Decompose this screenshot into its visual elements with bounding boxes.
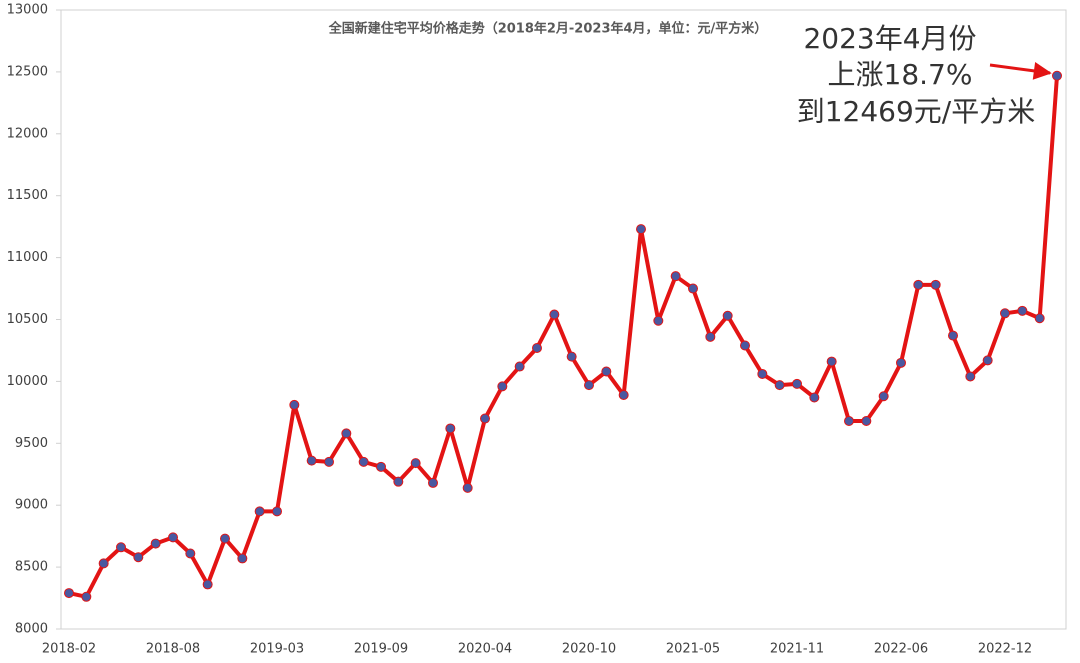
data-point bbox=[566, 351, 577, 362]
data-point bbox=[168, 532, 178, 543]
data-point bbox=[688, 283, 698, 294]
data-point bbox=[705, 331, 716, 342]
data-point bbox=[341, 428, 352, 439]
data-point bbox=[965, 371, 976, 382]
data-line bbox=[68, 75, 1059, 599]
data-point bbox=[930, 279, 941, 290]
y-tick-label: 12000 bbox=[7, 126, 48, 141]
data-point bbox=[982, 355, 993, 366]
y-tick-label: 13000 bbox=[7, 3, 48, 18]
annotation: 上涨18.7% bbox=[828, 58, 973, 91]
data-point bbox=[324, 456, 334, 467]
y-tick-label: 9500 bbox=[15, 436, 48, 451]
data-point bbox=[601, 366, 612, 377]
data-point bbox=[757, 368, 768, 379]
x-tick-label: 2021-11 bbox=[770, 642, 824, 657]
data-point bbox=[774, 380, 785, 391]
data-point bbox=[792, 378, 802, 389]
x-tick-label: 2018-02 bbox=[42, 642, 96, 657]
data-point bbox=[1034, 313, 1045, 324]
data-point bbox=[913, 279, 924, 290]
data-point bbox=[826, 356, 837, 367]
x-tick-label: 2020-10 bbox=[562, 642, 616, 657]
data-point bbox=[462, 482, 473, 493]
data-point bbox=[376, 461, 386, 472]
x-tick-label: 2022-12 bbox=[978, 642, 1032, 657]
data-point bbox=[445, 423, 456, 434]
y-tick-label: 9000 bbox=[15, 498, 48, 513]
data-point bbox=[358, 456, 369, 467]
y-tick-label: 8500 bbox=[15, 560, 48, 575]
data-point bbox=[64, 588, 74, 599]
y-tick-label: 11500 bbox=[7, 188, 48, 203]
data-point bbox=[133, 552, 144, 563]
y-tick-label: 8000 bbox=[15, 622, 48, 637]
data-point bbox=[948, 330, 958, 341]
x-tick-label: 2019-03 bbox=[250, 642, 304, 657]
data-point bbox=[740, 340, 750, 351]
data-point bbox=[497, 381, 508, 392]
data-point bbox=[618, 390, 629, 401]
y-tick-label: 11000 bbox=[7, 250, 48, 265]
x-tick-label: 2022-06 bbox=[874, 642, 928, 657]
data-point bbox=[878, 391, 889, 402]
data-point bbox=[480, 413, 490, 424]
data-point bbox=[1000, 308, 1010, 319]
data-point bbox=[844, 416, 854, 427]
data-point bbox=[514, 361, 525, 372]
data-point bbox=[272, 506, 282, 517]
data-point bbox=[549, 309, 560, 320]
data-point bbox=[809, 392, 820, 403]
data-point bbox=[428, 477, 438, 488]
data-point bbox=[237, 553, 248, 564]
data-point bbox=[185, 548, 196, 559]
data-point bbox=[636, 224, 646, 235]
data-point bbox=[254, 506, 265, 517]
data-point bbox=[393, 476, 404, 487]
data-point bbox=[410, 458, 421, 469]
x-tick-label: 2020-04 bbox=[458, 642, 512, 657]
data-point bbox=[289, 399, 300, 410]
annotation: 到12469元/平方米 bbox=[797, 95, 1036, 128]
data-point bbox=[150, 538, 161, 549]
data-point bbox=[98, 558, 109, 569]
data-point bbox=[653, 315, 664, 326]
y-tick-label: 10000 bbox=[7, 374, 48, 389]
data-point bbox=[722, 310, 733, 321]
y-tick-label: 10500 bbox=[7, 312, 48, 327]
data-point bbox=[896, 357, 906, 368]
x-tick-label: 2021-05 bbox=[666, 642, 720, 657]
data-point bbox=[861, 416, 872, 427]
data-point bbox=[1052, 70, 1062, 81]
y-tick-label: 12500 bbox=[7, 64, 48, 79]
data-point bbox=[1017, 305, 1028, 316]
annotation: 2023年4月份 bbox=[803, 22, 976, 55]
data-point bbox=[670, 271, 681, 282]
data-point bbox=[532, 342, 542, 353]
data-point bbox=[81, 591, 92, 602]
data-point bbox=[116, 542, 126, 553]
data-point bbox=[220, 533, 230, 544]
x-tick-label: 2018-08 bbox=[146, 642, 200, 657]
data-point bbox=[202, 579, 213, 590]
x-tick-label: 2019-09 bbox=[354, 642, 408, 657]
data-point bbox=[584, 380, 594, 391]
chart-title: 全国新建住宅平均价格走势（2018年2月-2023年4月，单位：元/平方米） bbox=[328, 21, 768, 37]
annotation-arrow bbox=[989, 61, 1052, 80]
data-point bbox=[306, 455, 317, 466]
